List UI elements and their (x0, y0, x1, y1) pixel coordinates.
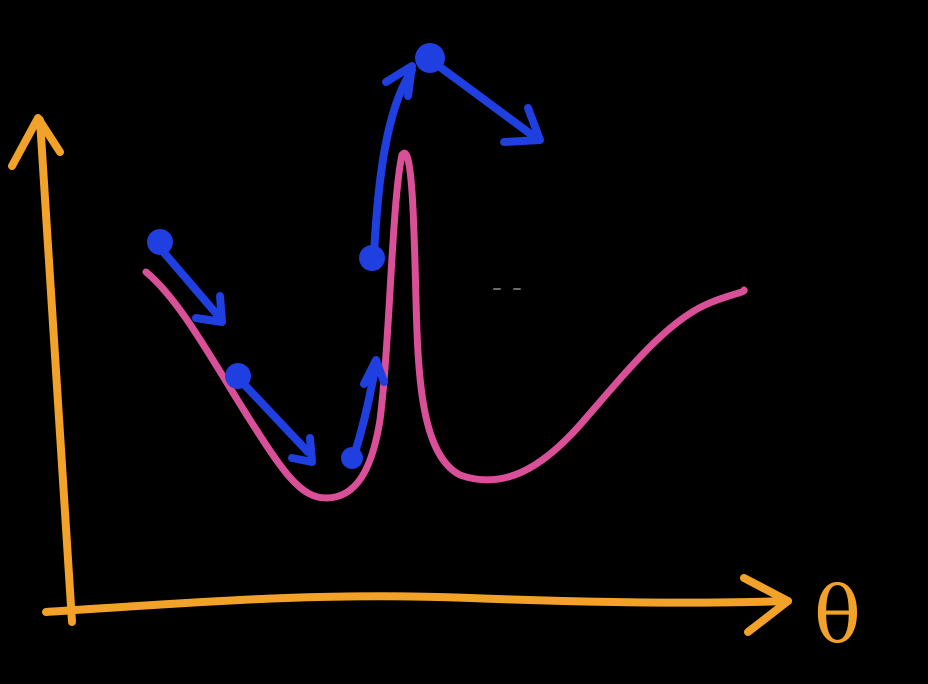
step-arrow-2 (236, 376, 312, 456)
axes: θ (8, 114, 861, 661)
step-arrow-1 (156, 244, 224, 322)
step-point-4 (359, 245, 385, 271)
step-arrow-3 (350, 358, 380, 460)
gradient-steps (147, 43, 544, 469)
step-arrow-5 (432, 60, 540, 142)
y-axis-arrow-icon (8, 114, 64, 170)
x-axis-arrow-icon (740, 574, 792, 636)
step-point-1 (147, 229, 173, 255)
step-arrow-4 (370, 66, 416, 258)
y-axis-line (36, 116, 76, 626)
step-arrow-1-head-icon (192, 292, 226, 326)
step-arrow-2-head-icon (288, 434, 316, 466)
x-axis-label: θ (814, 571, 861, 661)
step-arrow-4-head-icon (382, 62, 416, 100)
step-arrow-3-head-icon (360, 356, 388, 388)
cost-curve (142, 149, 748, 502)
x-axis-line (42, 592, 792, 616)
step-arrow-5-head-icon (500, 104, 544, 146)
